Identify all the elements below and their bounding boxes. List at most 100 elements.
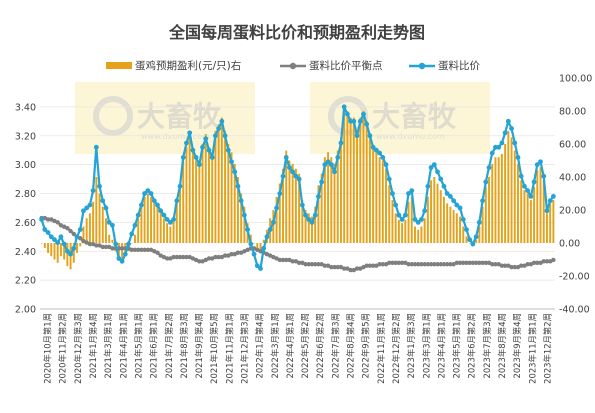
ratio-point (396, 212, 402, 218)
profit-bar (50, 243, 53, 257)
ratio-point (213, 133, 218, 139)
y-left-tick-label: 2.20 (15, 276, 36, 287)
ratio-point (277, 191, 283, 196)
ratio-point (132, 222, 138, 228)
profit-bar (95, 177, 98, 243)
profit-bar (491, 163, 494, 243)
profit-bar (143, 196, 146, 243)
x-tick-label: 2023年9月第4周 (512, 313, 522, 378)
breakeven-point (444, 262, 450, 267)
profit-bar (43, 243, 46, 248)
breakeven-point (68, 228, 73, 234)
profit-bar (320, 173, 323, 243)
profit-bar (150, 196, 153, 243)
profit-bar (288, 160, 291, 243)
ratio-point (71, 245, 77, 251)
x-tick-label: 2022年6月第2周 (315, 313, 325, 378)
profit-bar (211, 152, 214, 243)
breakeven-point (135, 247, 141, 253)
profit-bar (249, 234, 252, 243)
ratio-point (419, 217, 424, 222)
ratio-point (406, 191, 411, 196)
ratio-point (177, 183, 183, 189)
ratio-point (435, 169, 440, 175)
ratio-point (274, 205, 279, 211)
profit-bar (468, 243, 471, 244)
breakeven-point (399, 260, 405, 265)
profit-bar (401, 223, 404, 243)
profit-bar (88, 213, 91, 243)
profit-bar (517, 163, 519, 243)
breakeven-point (441, 262, 447, 267)
breakeven-point (428, 262, 434, 267)
profit-bar (439, 190, 442, 243)
profit-bar (500, 153, 503, 243)
ratio-point (87, 202, 93, 208)
profit-bar (146, 193, 149, 243)
profit-bar (233, 163, 236, 243)
profit-bar (185, 147, 188, 243)
ratio-point (42, 227, 48, 232)
profit-bar (72, 243, 75, 263)
profit-bar (291, 163, 294, 243)
ratio-point (122, 251, 128, 257)
profit-bar (133, 234, 136, 243)
profit-bar (175, 201, 178, 243)
profit-bar (417, 229, 420, 243)
breakeven-point (235, 250, 241, 255)
ratio-point (232, 169, 238, 175)
ratio-point (235, 183, 241, 189)
profit-bar (323, 157, 326, 243)
ratio-point (470, 241, 476, 247)
breakeven-point (464, 260, 469, 265)
profit-bar (426, 196, 429, 243)
ratio-point (103, 205, 109, 211)
breakeven-point (387, 260, 392, 265)
ratio-point (483, 179, 489, 185)
profit-bar (195, 157, 198, 243)
breakeven-point (229, 251, 234, 257)
x-tick-label: 2021年4月第1周 (118, 313, 128, 378)
profit-bar (433, 177, 436, 243)
x-tick-label: 2022年4月第1周 (285, 313, 295, 378)
profit-bar (92, 201, 95, 243)
breakeven-point (197, 259, 202, 264)
ratio-point (444, 191, 450, 196)
ratio-point (451, 198, 457, 204)
ratio-point (171, 217, 176, 222)
profit-bar (198, 163, 201, 243)
ratio-point (515, 155, 521, 160)
breakeven-point (406, 262, 411, 267)
ratio-point (161, 212, 167, 218)
x-tick-label: 2023年3月第1周 (421, 313, 431, 378)
breakeven-point (119, 246, 125, 251)
profit-bar (539, 167, 542, 243)
ratio-point (367, 133, 373, 139)
ratio-point (138, 202, 144, 208)
profit-bar (101, 206, 104, 243)
profit-bar (191, 152, 194, 243)
profit-bar (420, 226, 423, 243)
legend-marker-breakeven (289, 62, 297, 70)
ratio-point (248, 241, 254, 247)
ratio-point (148, 191, 154, 196)
ratio-point (180, 155, 186, 160)
ratio-point (380, 155, 386, 160)
profit-bar (117, 243, 120, 260)
x-tick-label: 2023年5月第1周 (452, 313, 462, 378)
profit-bar (79, 243, 82, 247)
ratio-point (467, 237, 473, 243)
breakeven-point (206, 256, 212, 261)
breakeven-point (425, 262, 431, 267)
ratio-point (322, 162, 328, 168)
ratio-point (93, 144, 99, 150)
ratio-point (229, 159, 234, 165)
ratio-point (364, 121, 370, 127)
breakeven-point (490, 262, 495, 267)
ratio-point (270, 219, 276, 225)
ratio-point (522, 183, 527, 189)
y-left-tick-label: 3.40 (15, 102, 36, 113)
breakeven-point (461, 260, 466, 265)
y-right-tick-label: -20.00 (559, 272, 590, 283)
breakeven-point (512, 264, 517, 270)
